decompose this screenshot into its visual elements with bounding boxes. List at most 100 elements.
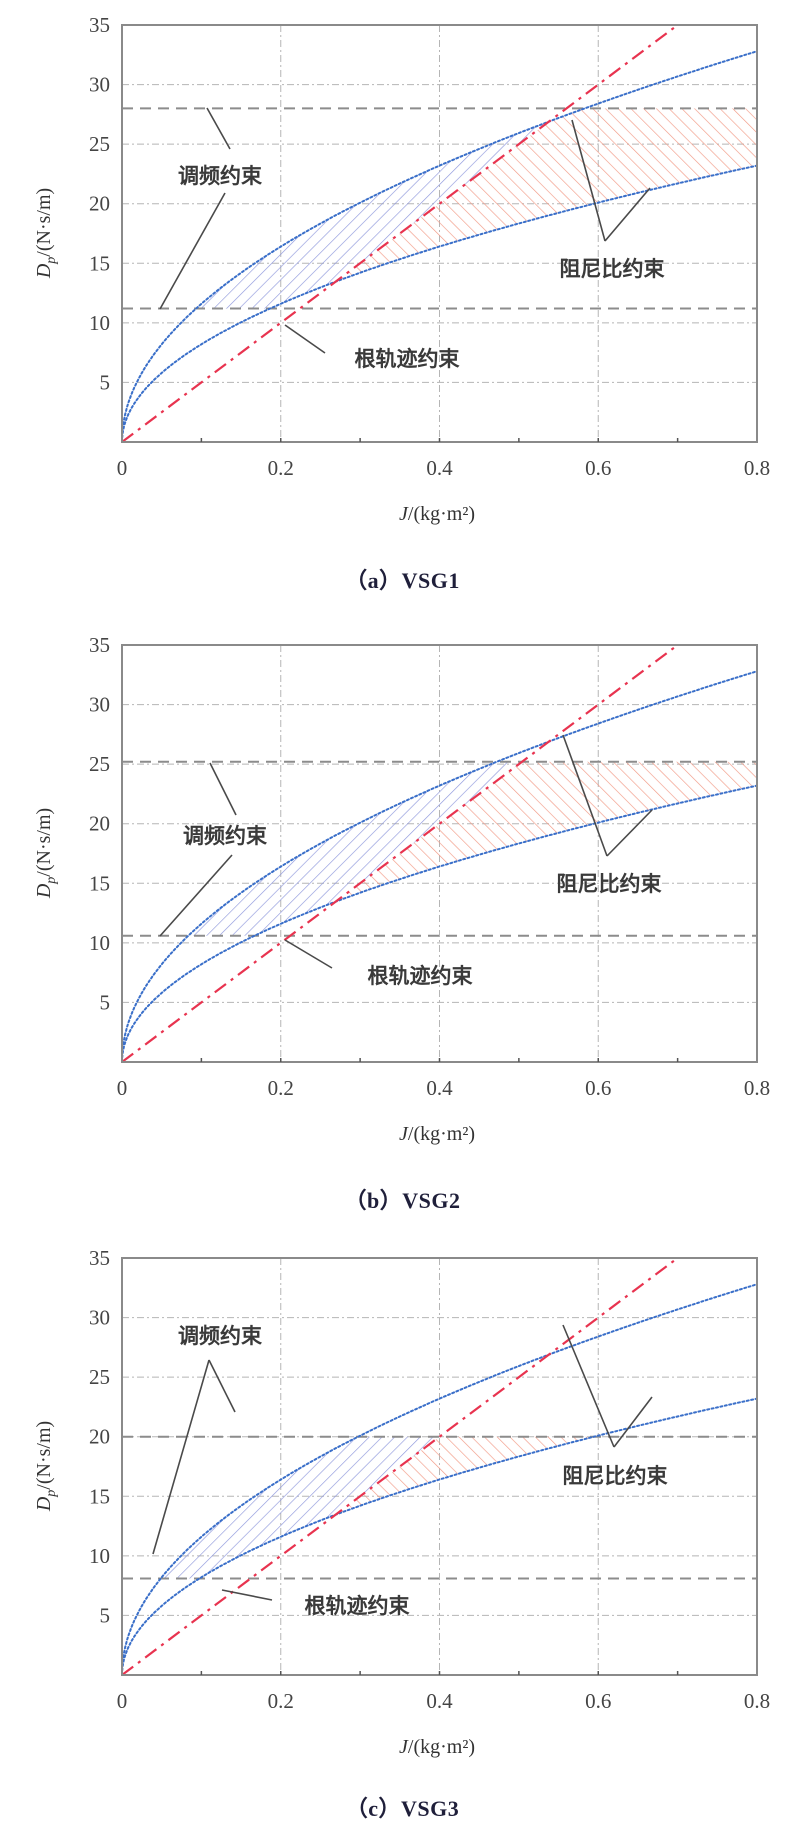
damping-constraint-annotation: 阻尼比约束 <box>560 119 666 281</box>
hatched-regions <box>188 761 757 936</box>
hatched-regions <box>198 108 757 309</box>
y-tick-label: 15 <box>89 251 110 275</box>
caption-a: （a）VSG1 <box>345 568 460 593</box>
y-tick-label: 35 <box>89 1246 110 1270</box>
y-tick-label: 25 <box>89 752 110 776</box>
chart-a: 5 10 15 20 25 30 35 0 0.2 0.4 0.6 0.8 J/(kg·m²) Dp/(N… <box>33 13 770 525</box>
upper-frequency-curve <box>122 50 757 442</box>
y-tick-label: 10 <box>89 931 110 955</box>
y-tick-label: 5 <box>100 1603 111 1627</box>
x-axis-label: J/(kg·m²) <box>399 503 475 525</box>
annotation-label: 根轨迹约束 <box>305 1594 411 1618</box>
y-axis-label: Dp/(N·s/m) <box>33 808 59 899</box>
leader-line <box>562 734 608 857</box>
x-tick-label: 0.8 <box>744 1076 770 1100</box>
leader-line <box>159 854 233 937</box>
leader-line <box>152 1359 210 1555</box>
y-tick-label: 5 <box>100 370 111 394</box>
leader-line <box>284 324 326 354</box>
red-hatched-region <box>337 761 757 901</box>
y-tick-label: 10 <box>89 1544 110 1568</box>
y-tick-label: 25 <box>89 132 110 156</box>
frequency-constraint-annotation: 调频约束 <box>159 107 263 310</box>
root-locus-constraint-annotation: 根轨迹约束 <box>284 939 474 988</box>
chart-c: 5 10 15 20 25 30 35 0 0.2 0.4 0.6 0.8 J/(kg·m²) Dp/(N… <box>33 1246 770 1758</box>
y-axis-label: Dp/(N·s/m) <box>33 1421 59 1512</box>
x-tick-label: 0.4 <box>426 1689 453 1713</box>
root-locus-constraint-annotation: 根轨迹约束 <box>284 324 461 371</box>
annotation-label: 根轨迹约束 <box>355 347 461 371</box>
x-tick-label: 0 <box>117 456 128 480</box>
annotation-label: 调频约束 <box>178 164 263 188</box>
x-tick-label: 0.6 <box>585 456 611 480</box>
leader-line <box>613 1396 653 1448</box>
root-locus-constraint-annotation: 根轨迹约束 <box>221 1589 411 1618</box>
leader-line <box>571 119 606 242</box>
x-axis-label: J/(kg·m²) <box>399 1123 475 1145</box>
y-tick-label: 15 <box>89 1484 110 1508</box>
leader-line <box>206 107 231 150</box>
lower-frequency-curve <box>122 1397 757 1675</box>
x-tick-label: 0.8 <box>744 456 770 480</box>
frequency-constraint-annotation: 调频约束 <box>159 762 268 937</box>
annotation-label: 根轨迹约束 <box>368 964 474 988</box>
leader-line <box>208 1359 236 1413</box>
y-tick-label: 30 <box>89 1306 110 1330</box>
y-tick-label: 10 <box>89 311 110 335</box>
hatched-regions <box>163 1436 592 1579</box>
chart-b: 5 10 15 20 25 30 35 0 0.2 0.4 0.6 0.8 J/(kg·m²) Dp/(N… <box>33 633 770 1145</box>
y-tick-label: 30 <box>89 693 110 717</box>
leader-line <box>562 1324 615 1448</box>
y-tick-label: 20 <box>89 812 110 836</box>
y-tick-label: 35 <box>89 633 110 657</box>
x-axis-label: J/(kg·m²) <box>399 1736 475 1758</box>
x-tick-label: 0.2 <box>268 1076 294 1100</box>
lower-frequency-curve <box>122 784 757 1062</box>
lower-frequency-curve <box>122 164 757 442</box>
leader-line <box>604 187 651 242</box>
y-tick-label: 15 <box>89 871 110 895</box>
red-hatched-region <box>337 108 757 281</box>
chart-panel-b: 5 10 15 20 25 30 35 0 0.2 0.4 0.6 0.8 J/(kg·m²) Dp/(N… <box>0 620 805 1220</box>
y-tick-label: 5 <box>100 990 111 1014</box>
leader-line <box>159 192 226 310</box>
blue-hatched-region <box>188 761 519 936</box>
leader-line <box>606 809 653 857</box>
damping-constraint-annotation: 阻尼比约束 <box>562 1324 669 1488</box>
annotation-label: 调频约束 <box>183 824 268 848</box>
x-tick-label: 0.2 <box>268 1689 294 1713</box>
y-tick-label: 35 <box>89 13 110 37</box>
annotation-label: 调频约束 <box>178 1324 263 1348</box>
x-tick-label: 0.4 <box>426 1076 453 1100</box>
y-axis-label: Dp/(N·s/m) <box>33 188 59 279</box>
leader-line <box>284 939 333 969</box>
x-tick-label: 0.4 <box>426 456 453 480</box>
annotation-label: 阻尼比约束 <box>563 1464 669 1488</box>
blue-hatched-region <box>163 1436 437 1579</box>
x-tick-label: 0.8 <box>744 1689 770 1713</box>
leader-line <box>209 762 237 816</box>
damping-constraint-annotation: 阻尼比约束 <box>557 734 663 896</box>
caption-b: （b）VSG2 <box>344 1188 461 1213</box>
upper-frequency-curve <box>122 1283 757 1675</box>
x-tick-label: 0.6 <box>585 1076 611 1100</box>
y-tick-label: 20 <box>89 1425 110 1449</box>
x-tick-label: 0.2 <box>268 456 294 480</box>
red-hatched-region <box>337 1436 592 1514</box>
chart-panel-c: 5 10 15 20 25 30 35 0 0.2 0.4 0.6 0.8 J/(kg·m²) Dp/(N… <box>0 1233 805 1824</box>
annotation-label: 阻尼比约束 <box>560 257 666 281</box>
caption-c: （c）VSG3 <box>345 1796 460 1821</box>
x-tick-label: 0.6 <box>585 1689 611 1713</box>
leader-line <box>221 1589 273 1601</box>
frequency-constraint-annotation: 调频约束 <box>152 1324 263 1555</box>
curves <box>122 25 757 442</box>
x-tick-label: 0 <box>117 1689 128 1713</box>
x-tick-label: 0 <box>117 1076 128 1100</box>
blue-hatched-region <box>198 122 548 309</box>
annotation-label: 阻尼比约束 <box>557 872 663 896</box>
y-tick-label: 30 <box>89 73 110 97</box>
curves <box>122 1258 757 1675</box>
y-tick-label: 25 <box>89 1365 110 1389</box>
chart-panel-a: 5 10 15 20 25 30 35 0 0.2 0.4 0.6 0.8 J/(kg·m²) Dp/(N… <box>0 0 805 610</box>
y-tick-label: 20 <box>89 192 110 216</box>
